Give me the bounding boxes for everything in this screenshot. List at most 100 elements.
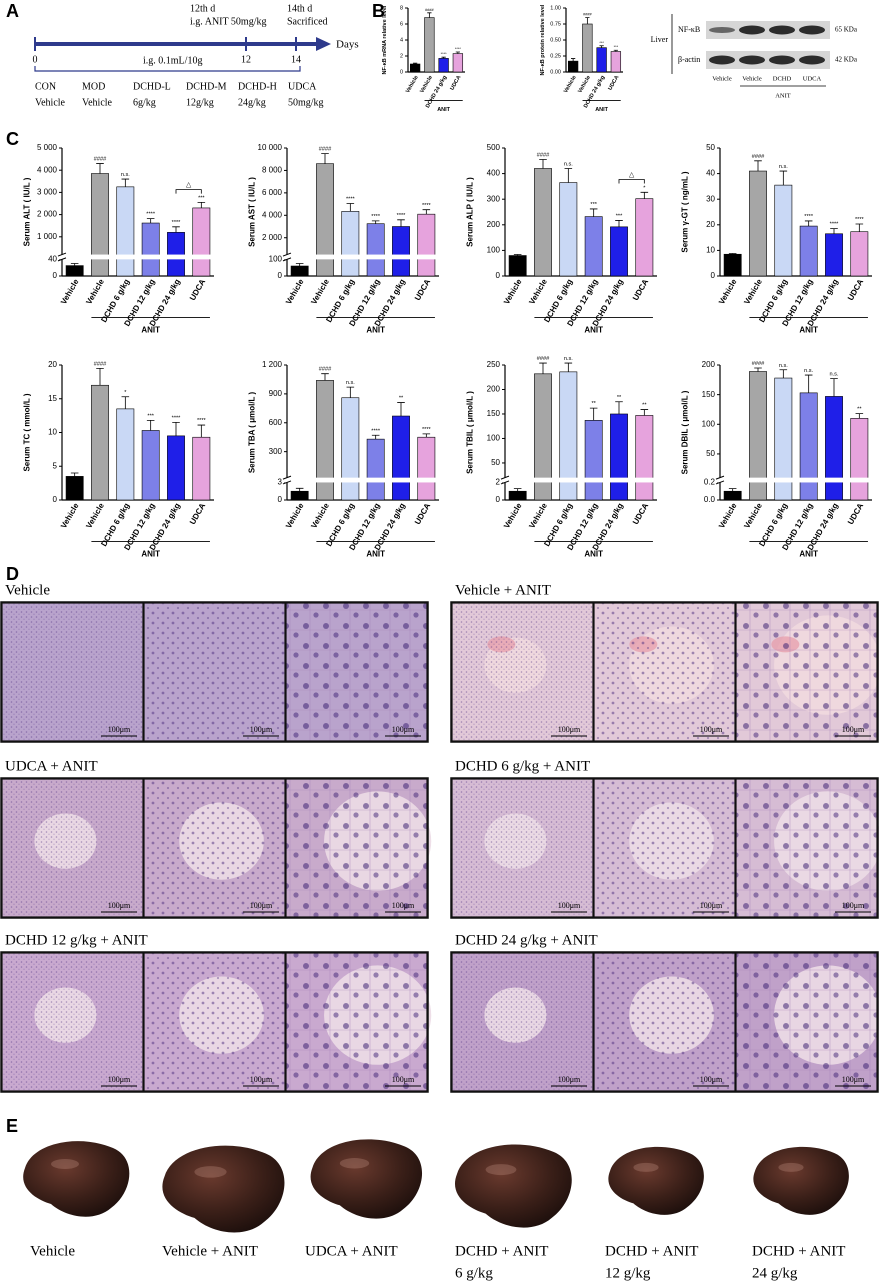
group-label: ANIT <box>437 107 450 113</box>
comparison-label: △ <box>629 171 635 178</box>
error-bar <box>855 223 864 232</box>
histology-texture <box>594 953 735 1091</box>
y-tick-label: 0 <box>496 271 501 280</box>
axis-break-mark <box>282 475 292 480</box>
y-tick-label: 8 000 <box>262 166 283 175</box>
bar <box>167 435 185 501</box>
bar <box>749 170 767 277</box>
image-frame <box>143 778 286 918</box>
blot-tissue: Liver <box>651 35 669 44</box>
bar <box>635 415 654 501</box>
error-bar <box>615 401 623 414</box>
significance-label: ** <box>642 403 647 409</box>
group-code: DCHD-L <box>133 81 171 92</box>
error-bar <box>728 488 737 492</box>
y-tick-label: 0 <box>711 271 716 280</box>
blot-band <box>709 27 735 33</box>
category-label: UDCA <box>188 501 207 526</box>
timeline-arrow <box>316 37 331 51</box>
category-label: Vehicle <box>563 75 578 94</box>
significance-label: **** <box>197 418 207 424</box>
bar <box>424 17 435 73</box>
y-tick-label: 0.2 <box>704 478 716 487</box>
y-tick-label: 20 <box>48 360 57 369</box>
category-label: Vehicle <box>527 501 549 530</box>
y-axis-title: Serum γ-GT ( ng/mL ) <box>681 171 690 253</box>
y-tick-label: 4 000 <box>37 165 58 174</box>
category-label: UDCA <box>188 277 207 302</box>
comparison-label: △ <box>186 182 192 189</box>
histology-group-label: DCHD 12 g/kg + ANIT <box>5 932 148 948</box>
error-bar <box>146 218 155 224</box>
error-bar <box>513 488 522 492</box>
gross-label: Vehicle <box>30 1243 75 1259</box>
event-text: Sacrificed <box>287 16 328 27</box>
error-bar <box>804 220 813 227</box>
blot-band <box>769 25 795 35</box>
bar <box>341 397 360 501</box>
y-tick-label: 4 000 <box>262 210 283 219</box>
significance-label: **** <box>422 427 432 433</box>
category-label: UDCA <box>413 277 432 302</box>
histology-texture <box>2 953 143 1091</box>
group-treatment: Vehicle <box>82 97 113 108</box>
histology-texture <box>594 603 735 741</box>
error-bar <box>830 228 838 234</box>
bar <box>596 47 607 73</box>
error-bar <box>855 413 864 419</box>
bar <box>825 233 843 277</box>
bar <box>192 436 211 501</box>
blot-band <box>799 55 825 65</box>
significance-label: **** <box>346 197 356 203</box>
y-tick-label: 400 <box>487 169 501 178</box>
y-axis-title: Serum TBIL ( μmol/L ) <box>466 391 475 474</box>
bar <box>192 207 211 277</box>
scale-bar-label: 100μm <box>392 725 415 734</box>
error-bar <box>295 263 304 267</box>
axis-break-mark <box>500 480 510 485</box>
y-tick-label: 3 <box>278 478 283 487</box>
category-label: Vehicle <box>717 277 739 306</box>
category-label: Vehicle <box>309 501 331 530</box>
group-treatment: 6g/kg <box>133 97 156 108</box>
event-day: 14th d <box>287 3 312 14</box>
y-tick-label: 0.00 <box>550 69 561 75</box>
bar <box>290 265 309 277</box>
significance-label: **** <box>422 203 432 209</box>
bar <box>366 438 385 501</box>
category-label: Vehicle <box>502 501 524 530</box>
category-label: UDCA <box>607 75 620 92</box>
y-tick-label: 600 <box>269 418 283 427</box>
histology-texture <box>736 603 877 741</box>
image-frame <box>285 952 428 1092</box>
group-label: ANIT <box>366 550 385 559</box>
bar <box>438 58 449 73</box>
image-frame <box>735 778 878 918</box>
group-label: ANIT <box>584 326 603 335</box>
category-label: Vehicle <box>84 501 106 530</box>
dosing-brace <box>34 66 301 72</box>
significance-label: *** <box>614 45 619 49</box>
significance-label: n.s. <box>564 162 573 168</box>
axis-break-mark <box>282 252 292 257</box>
dosing-text: i.g. 0.1mL/10g <box>143 55 202 66</box>
error-bar <box>640 409 649 416</box>
scale-bar-label: 100μm <box>250 1075 273 1084</box>
significance-label: #### <box>537 356 550 362</box>
lane-group-label: ANIT <box>775 92 791 99</box>
significance-label: #### <box>94 157 107 163</box>
histology-group-label: Vehicle <box>5 582 50 598</box>
scale-bar-label: 100μm <box>392 901 415 910</box>
error-bar <box>321 153 329 164</box>
error-bar <box>640 191 649 199</box>
y-axis-title: NF-κB protein relative level <box>540 4 546 75</box>
scale-bar-label: 100μm <box>108 1075 131 1084</box>
liver-highlight <box>485 1164 517 1176</box>
category-label: UDCA <box>413 501 432 526</box>
blot-strip <box>706 21 830 39</box>
error-bar <box>321 373 329 381</box>
bar <box>91 173 109 277</box>
significance-label: n.s. <box>346 380 355 386</box>
comparison-bracket <box>618 179 645 184</box>
axis-break-mark <box>715 475 725 480</box>
